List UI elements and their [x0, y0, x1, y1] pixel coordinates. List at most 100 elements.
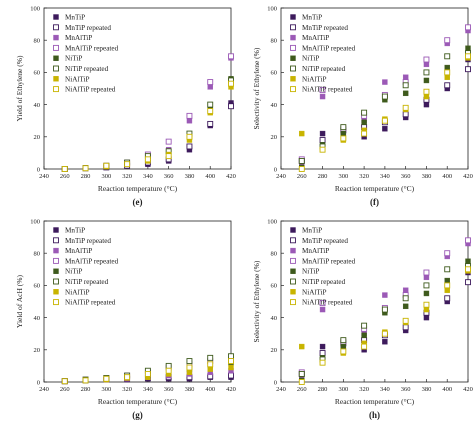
- y-tick-label: 60: [271, 283, 278, 290]
- data-point: [402, 111, 409, 118]
- legend-label: MnAlTiP: [65, 34, 92, 42]
- legend-marker: [53, 278, 59, 285]
- y-tick-label: 40: [271, 315, 278, 322]
- data-point: [361, 130, 368, 137]
- series-nialtip-repeated: [298, 53, 471, 172]
- x-tick-label: 340: [143, 386, 153, 393]
- data-point: [465, 279, 471, 286]
- data-point: [423, 290, 430, 297]
- legend-marker: [53, 86, 59, 93]
- data-point: [319, 343, 326, 350]
- legend-marker: [53, 227, 59, 233]
- legend-label: NiTiP repeated: [65, 65, 109, 73]
- legend-marker: [53, 14, 59, 20]
- data-point: [382, 339, 388, 345]
- legend-marker: [290, 278, 296, 285]
- data-point: [319, 350, 326, 356]
- legend-marker: [290, 24, 296, 31]
- series-nialtip-repeated: [298, 266, 471, 385]
- legend-label: MnTiP repeated: [302, 24, 348, 32]
- data-point: [298, 166, 305, 172]
- x-tick-label: 420: [463, 173, 473, 180]
- data-point: [228, 353, 234, 360]
- legend-label: MnTiP: [65, 227, 85, 235]
- data-point: [423, 282, 430, 289]
- y-tick-label: 80: [271, 251, 278, 258]
- x-tick-label: 280: [81, 386, 91, 393]
- data-point: [423, 314, 430, 321]
- x-tick-label: 420: [226, 386, 236, 393]
- data-point: [228, 358, 234, 365]
- x-tick-label: 380: [185, 386, 195, 393]
- data-point: [444, 82, 451, 89]
- y-tick-label: 60: [271, 70, 278, 77]
- legend-marker: [290, 76, 296, 82]
- legend-label: MnTiP repeated: [302, 237, 348, 245]
- data-point: [228, 364, 234, 371]
- x-tick-label: 400: [442, 386, 452, 393]
- y-tick-label: 60: [34, 70, 41, 77]
- data-point: [165, 362, 172, 369]
- data-point: [319, 359, 326, 366]
- legend-label: MnAlTiP: [65, 247, 92, 255]
- legend-marker: [53, 289, 59, 295]
- x-tick-label: 260: [297, 386, 307, 393]
- data-point: [186, 143, 193, 150]
- data-point: [444, 277, 450, 284]
- x-tick-label: 280: [81, 173, 91, 180]
- data-point: [340, 124, 347, 131]
- data-point: [298, 371, 305, 377]
- x-tick-label: 360: [401, 386, 411, 393]
- legend-marker: [53, 247, 59, 254]
- legend-marker: [290, 299, 296, 306]
- data-point: [61, 166, 68, 172]
- data-point: [423, 301, 430, 308]
- data-point: [402, 287, 409, 293]
- data-point: [402, 317, 409, 324]
- legend-marker: [53, 257, 59, 264]
- data-point: [165, 153, 172, 160]
- data-point: [319, 306, 326, 313]
- legend-marker: [290, 44, 296, 51]
- x-tick-label: 340: [380, 386, 390, 393]
- x-tick-label: 280: [318, 386, 328, 393]
- data-point: [340, 348, 347, 355]
- panel-label: (f): [370, 197, 379, 207]
- data-point: [423, 306, 430, 313]
- y-tick-label: 80: [34, 251, 41, 258]
- legend-label: MnTiP repeated: [65, 24, 111, 32]
- panel-g: 240 260 280 300 320 340 360 380 400 420 0 20 40 60 80 1…: [15, 218, 236, 420]
- legend: MnTiP MnTiP repeated MnAlTiP MnAlTiP repeat…: [290, 14, 356, 94]
- x-tick-label: 360: [164, 386, 174, 393]
- data-point: [444, 295, 451, 302]
- legend-label: NiTiP repeated: [302, 65, 346, 73]
- legend-marker: [290, 86, 296, 93]
- legend-label: NiTiP repeated: [302, 278, 346, 286]
- legend-marker: [53, 34, 59, 41]
- data-point: [228, 53, 234, 60]
- data-point: [402, 295, 409, 302]
- data-point: [165, 367, 172, 374]
- x-axis-label: Reaction temperature (°C): [98, 397, 178, 406]
- panel-label: (e): [133, 197, 143, 207]
- data-point: [340, 130, 347, 137]
- legend-marker: [290, 247, 296, 254]
- x-tick-label: 320: [359, 173, 369, 180]
- data-point: [186, 364, 193, 371]
- data-point: [319, 130, 326, 137]
- data-point: [423, 269, 430, 276]
- y-tick-label: 0: [37, 166, 40, 173]
- y-tick-label: 100: [267, 218, 277, 225]
- data-point: [465, 53, 471, 60]
- legend-marker: [290, 268, 296, 274]
- legend-label: NiAlTiP repeated: [65, 86, 116, 94]
- x-tick-label: 420: [463, 386, 473, 393]
- x-tick-label: 320: [359, 386, 369, 393]
- legend-marker: [290, 227, 296, 233]
- data-point: [186, 112, 193, 119]
- data-point: [423, 77, 430, 84]
- data-point: [444, 74, 450, 80]
- legend-label: NiAlTiP: [302, 288, 327, 296]
- data-point: [402, 82, 409, 89]
- x-tick-label: 380: [422, 386, 432, 393]
